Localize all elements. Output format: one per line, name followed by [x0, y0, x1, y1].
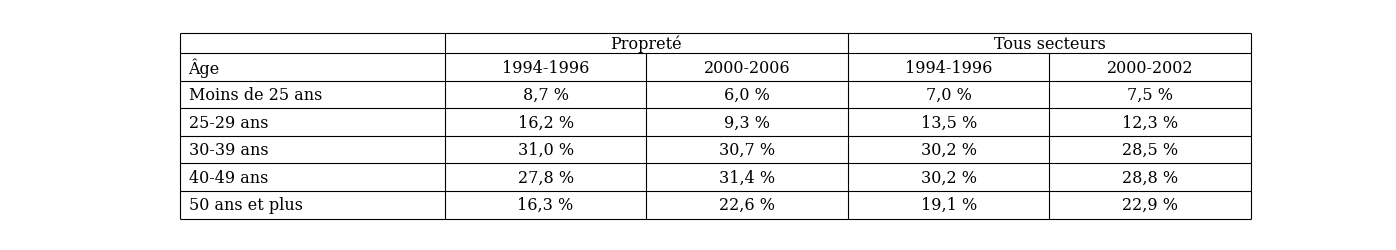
Text: 31,0 %: 31,0 %: [518, 142, 574, 158]
Text: 28,5 %: 28,5 %: [1122, 142, 1178, 158]
Text: 25-29 ans: 25-29 ans: [188, 114, 268, 131]
Text: 16,2 %: 16,2 %: [518, 114, 574, 131]
Text: Moins de 25 ans: Moins de 25 ans: [188, 87, 322, 104]
Text: 7,0 %: 7,0 %: [926, 87, 972, 104]
Text: 13,5 %: 13,5 %: [920, 114, 977, 131]
Text: 12,3 %: 12,3 %: [1122, 114, 1178, 131]
Text: 19,1 %: 19,1 %: [920, 196, 977, 214]
Text: 22,6 %: 22,6 %: [719, 196, 775, 214]
Text: 40-49 ans: 40-49 ans: [188, 169, 268, 186]
Text: 2000-2006: 2000-2006: [704, 60, 790, 76]
Text: 30,2 %: 30,2 %: [921, 169, 977, 186]
Text: 30-39 ans: 30-39 ans: [188, 142, 268, 158]
Text: 1994-1996: 1994-1996: [905, 60, 993, 76]
Text: Âge: Âge: [188, 58, 219, 78]
Text: 50 ans et plus: 50 ans et plus: [188, 196, 303, 214]
Text: 30,7 %: 30,7 %: [719, 142, 775, 158]
Text: 27,8 %: 27,8 %: [518, 169, 574, 186]
Text: 16,3 %: 16,3 %: [518, 196, 574, 214]
Text: Propreté: Propreté: [610, 35, 683, 53]
Text: 2000-2002: 2000-2002: [1107, 60, 1194, 76]
Text: Tous secteurs: Tous secteurs: [994, 36, 1106, 52]
Text: 22,9 %: 22,9 %: [1122, 196, 1178, 214]
Text: 9,3 %: 9,3 %: [725, 114, 771, 131]
Text: 28,8 %: 28,8 %: [1122, 169, 1178, 186]
Text: 1994-1996: 1994-1996: [503, 60, 589, 76]
Text: 30,2 %: 30,2 %: [921, 142, 977, 158]
Text: 8,7 %: 8,7 %: [522, 87, 568, 104]
Text: 31,4 %: 31,4 %: [719, 169, 775, 186]
Text: 6,0 %: 6,0 %: [725, 87, 771, 104]
Text: 7,5 %: 7,5 %: [1127, 87, 1173, 104]
